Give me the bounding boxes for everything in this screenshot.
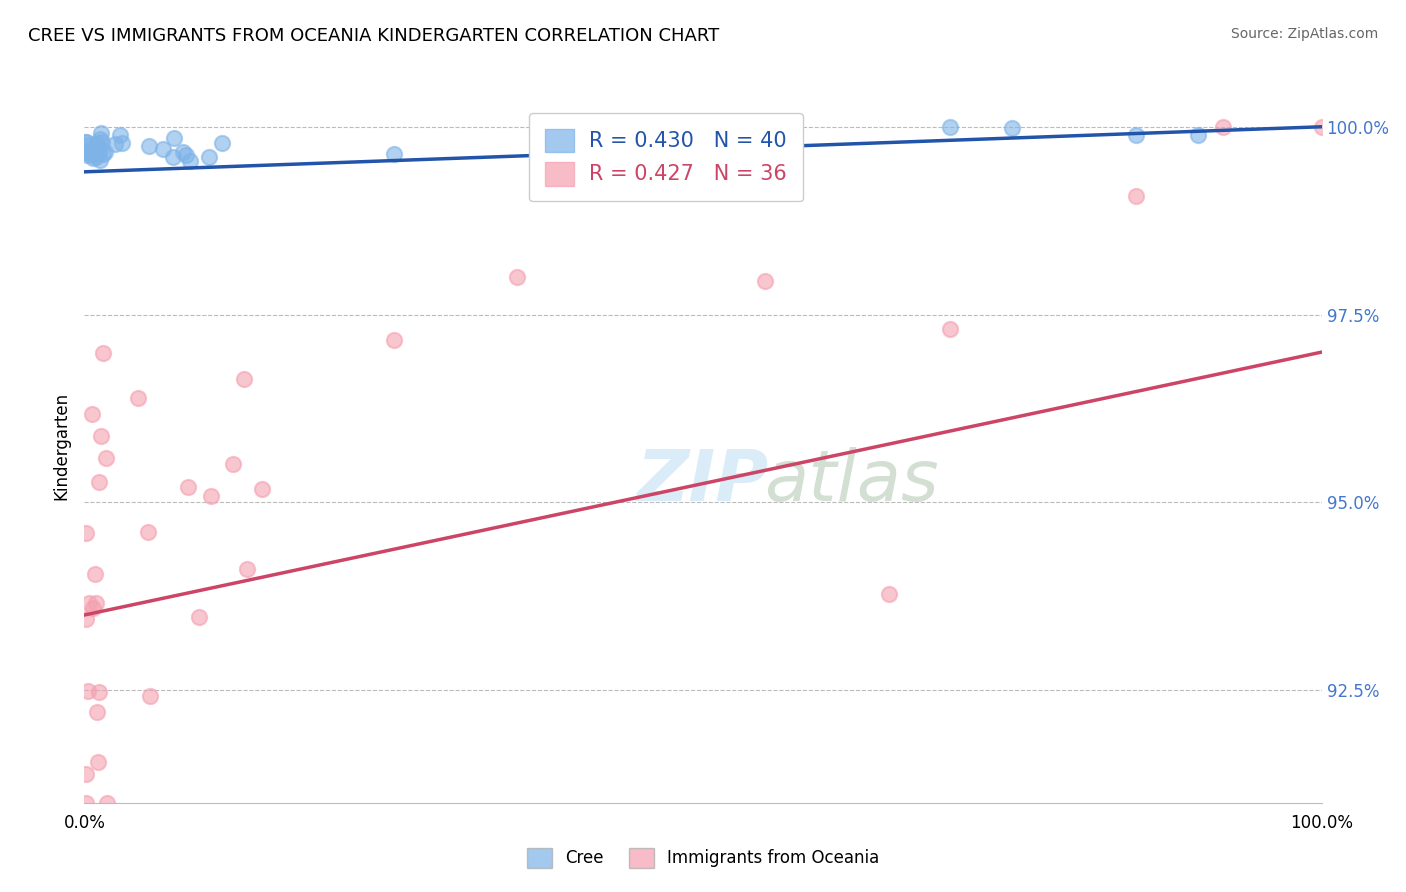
Point	[75, 525, 97, 540]
Point	[172, 145, 194, 160]
Point	[136, 524, 159, 539]
Point	[111, 136, 134, 150]
Point	[127, 392, 149, 406]
Point	[76, 145, 98, 160]
Point	[211, 136, 233, 150]
Point	[86, 705, 108, 719]
Point	[1001, 120, 1024, 135]
Point	[152, 142, 174, 156]
Point	[96, 450, 118, 465]
Point	[75, 766, 97, 780]
Point	[250, 483, 273, 497]
Point	[1187, 128, 1209, 142]
Point	[91, 135, 114, 149]
Point	[94, 145, 117, 159]
Point	[75, 145, 97, 159]
Text: atlas: atlas	[765, 447, 939, 516]
Point	[89, 132, 111, 146]
Point	[86, 136, 108, 150]
Point	[162, 150, 184, 164]
Point	[939, 120, 962, 134]
Point	[138, 138, 160, 153]
Point	[77, 144, 100, 158]
Point	[84, 596, 107, 610]
Point	[177, 479, 200, 493]
Point	[87, 141, 110, 155]
Point	[222, 457, 245, 471]
Point	[75, 612, 97, 626]
Point	[104, 137, 127, 152]
Point	[754, 274, 776, 288]
Text: ZIP: ZIP	[637, 447, 769, 516]
Point	[506, 270, 529, 285]
Point	[91, 147, 114, 161]
Point	[89, 685, 111, 699]
Point	[84, 566, 107, 581]
Point	[1212, 120, 1234, 134]
Y-axis label: Kindergarten: Kindergarten	[52, 392, 70, 500]
Point	[188, 610, 211, 624]
Point	[76, 138, 98, 153]
Point	[179, 153, 201, 168]
Point	[83, 141, 105, 155]
Point	[90, 126, 112, 140]
Point	[96, 796, 118, 810]
Point	[76, 796, 98, 810]
Point	[200, 489, 222, 503]
Point	[110, 128, 132, 142]
Point	[89, 153, 111, 167]
Point	[382, 334, 405, 348]
Point	[77, 596, 100, 610]
Text: Source: ZipAtlas.com: Source: ZipAtlas.com	[1230, 27, 1378, 41]
Point	[82, 145, 104, 160]
Point	[75, 136, 97, 150]
Point	[939, 322, 962, 336]
Point	[236, 562, 259, 576]
Point	[139, 689, 162, 703]
Point	[163, 131, 186, 145]
Point	[76, 684, 98, 698]
Point	[1125, 128, 1147, 142]
Text: CREE VS IMMIGRANTS FROM OCEANIA KINDERGARTEN CORRELATION CHART: CREE VS IMMIGRANTS FROM OCEANIA KINDERGA…	[28, 27, 720, 45]
Point	[80, 408, 103, 422]
Point	[75, 135, 97, 149]
Point	[82, 601, 104, 615]
Legend: Cree, Immigrants from Oceania: Cree, Immigrants from Oceania	[520, 841, 886, 875]
Point	[79, 145, 101, 160]
Point	[382, 146, 405, 161]
Point	[84, 150, 107, 164]
Point	[82, 151, 104, 165]
Point	[1310, 120, 1333, 134]
Point	[877, 587, 900, 601]
Point	[87, 145, 110, 159]
Point	[75, 145, 97, 159]
Legend: R = 0.430   N = 40, R = 0.427   N = 36: R = 0.430 N = 40, R = 0.427 N = 36	[529, 113, 803, 202]
Point	[233, 372, 256, 386]
Point	[87, 755, 110, 769]
Point	[89, 475, 111, 489]
Point	[80, 147, 103, 161]
Point	[91, 346, 114, 360]
Point	[90, 429, 112, 443]
Point	[174, 148, 197, 162]
Point	[197, 150, 219, 164]
Point	[1125, 189, 1147, 203]
Point	[76, 148, 98, 162]
